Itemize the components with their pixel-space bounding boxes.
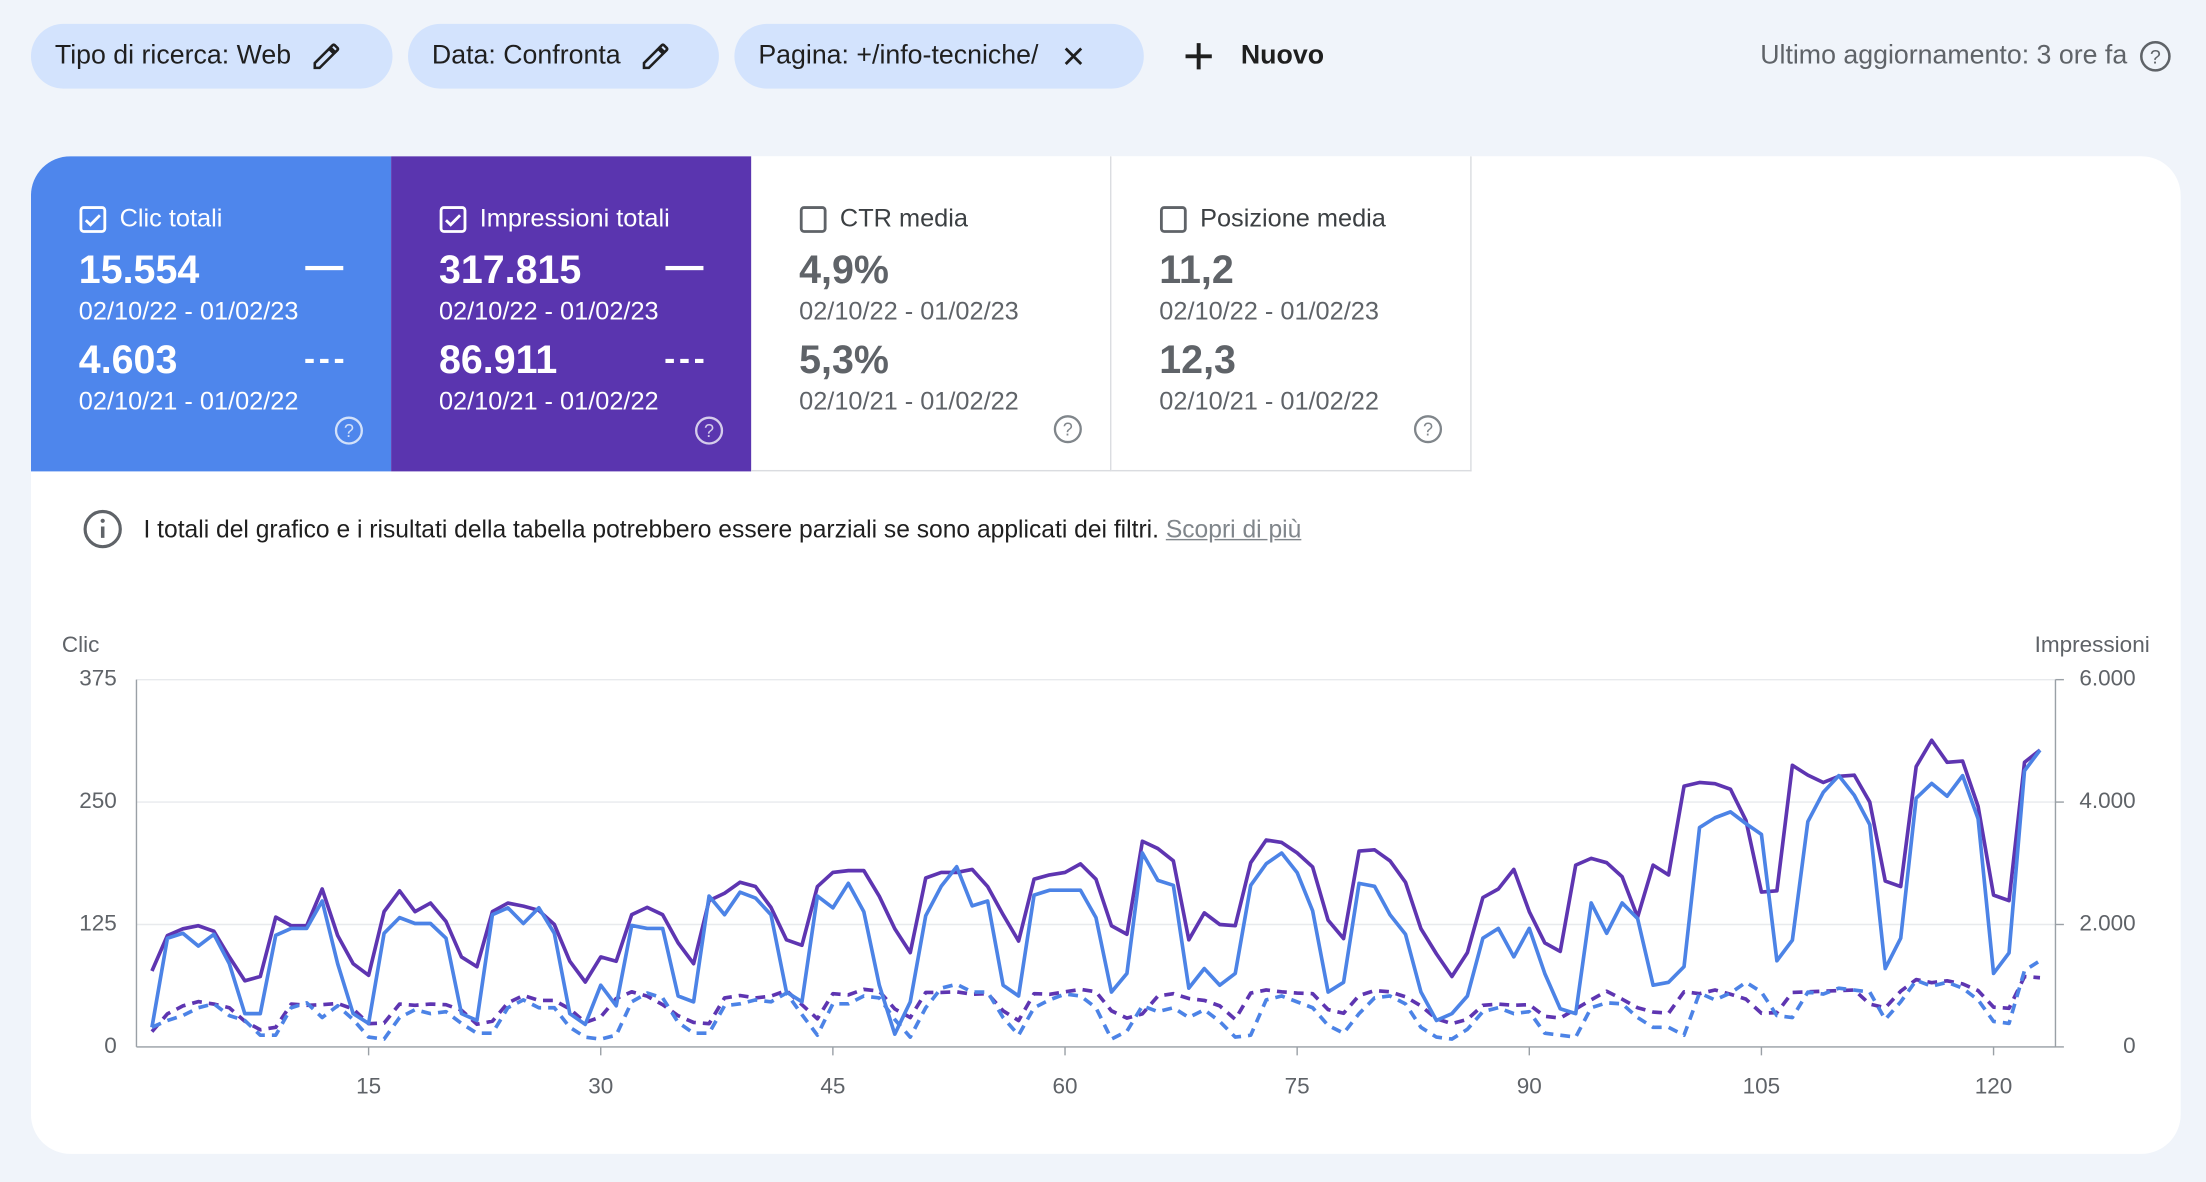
- checkbox[interactable]: [439, 205, 467, 233]
- svg-text:?: ?: [704, 421, 714, 441]
- previous-value: 12,3: [1159, 337, 1236, 382]
- close-icon[interactable]: [1058, 41, 1089, 72]
- series-line: [150, 974, 2041, 1033]
- card-header: Posizione media: [1159, 204, 1470, 234]
- svg-text:?: ?: [1063, 420, 1073, 440]
- y2-axis-label: Impressioni: [2035, 632, 2150, 657]
- x-tick-label: 30: [588, 1074, 613, 1099]
- current-value: 15.554: [78, 247, 200, 292]
- last-update: Ultimo aggiornamento: 3 ore fa ?: [1760, 24, 2172, 89]
- chip-label: Data: Confronta: [431, 40, 621, 71]
- y-tick-label: 125: [79, 910, 117, 935]
- card-header: CTR media: [799, 204, 1110, 234]
- current-range: 02/10/22 - 01/02/23: [438, 296, 659, 326]
- card-label: Clic totali: [119, 204, 223, 233]
- current-value: 4,9%: [799, 247, 889, 292]
- y-tick-label: 375: [79, 666, 117, 691]
- metric-card[interactable]: Impressioni totali 317.815 02/10/22 - 01/0…: [391, 156, 752, 472]
- help-icon[interactable]: ?: [1052, 414, 1083, 445]
- help-icon[interactable]: ?: [333, 415, 364, 446]
- filter-chip[interactable]: Pagina: +/info-tecniche/: [734, 23, 1144, 89]
- solid-line-key: [305, 265, 344, 271]
- metric-card[interactable]: Posizione media 11,2 02/10/22 - 01/02/23 12…: [1111, 156, 1472, 472]
- y2-tick-label: 6.000: [2079, 666, 2135, 691]
- series-line: [150, 738, 2042, 984]
- help-icon[interactable]: ?: [2138, 39, 2172, 73]
- current-range: 02/10/22 - 01/02/23: [1159, 296, 1379, 326]
- info-link[interactable]: Scopri di più: [1165, 514, 1302, 543]
- chip-label: Pagina: +/info-tecniche/: [758, 40, 1039, 71]
- previous-range: 02/10/21 - 01/02/22: [1159, 386, 1379, 416]
- svg-text:?: ?: [344, 421, 354, 441]
- card-label: Posizione media: [1200, 204, 1386, 233]
- card-header: Clic totali: [79, 204, 391, 234]
- y2-tick-label: 4.000: [2079, 788, 2135, 813]
- chip-label: Tipo di ricerca: Web: [54, 40, 292, 71]
- performance-panel: Clic totali 15.554 02/10/22 - 01/02/23 4.60…: [30, 156, 2181, 1154]
- edit-icon: [313, 43, 340, 70]
- current-range: 02/10/22 - 01/02/23: [78, 296, 299, 326]
- y2-tick-label: 2.000: [2079, 910, 2135, 935]
- y-axis-label: Clic: [62, 632, 99, 657]
- info-notice: I totali del grafico e i risultati della…: [82, 508, 1302, 550]
- filter-chip[interactable]: Tipo di ricerca: Web: [30, 23, 393, 89]
- series-line: [151, 959, 2041, 1041]
- checkbox[interactable]: [799, 205, 827, 233]
- previous-value: 4.603: [78, 337, 178, 382]
- edit-icon: [642, 43, 669, 70]
- x-tick-label: 45: [820, 1074, 845, 1099]
- x-tick-label: 60: [1053, 1074, 1078, 1099]
- info-text: I totali del grafico e i risultati della…: [143, 514, 1159, 543]
- x-tick-label: 15: [356, 1074, 381, 1099]
- card-label: Impressioni totali: [479, 204, 670, 233]
- y-tick-label: 250: [79, 788, 117, 813]
- solid-line-key: [665, 265, 704, 271]
- previous-value: 86.911: [438, 337, 558, 382]
- current-value: 11,2: [1159, 247, 1234, 292]
- previous-value: 5,3%: [799, 337, 889, 382]
- previous-range: 02/10/21 - 01/02/22: [78, 386, 299, 416]
- x-tick-label: 120: [1975, 1074, 2013, 1099]
- help-icon[interactable]: ?: [694, 415, 725, 446]
- help-icon[interactable]: ?: [1413, 414, 1444, 445]
- checkbox[interactable]: [1159, 205, 1187, 233]
- current-range: 02/10/22 - 01/02/23: [799, 296, 1019, 326]
- new-filter-button[interactable]: Nuovo: [1179, 24, 1324, 89]
- current-value: 317.815: [438, 247, 582, 292]
- x-tick-label: 105: [1743, 1074, 1781, 1099]
- series-line: [150, 749, 2042, 1037]
- metric-card[interactable]: Clic totali 15.554 02/10/22 - 01/02/23 4.60…: [30, 156, 392, 472]
- svg-text:?: ?: [1423, 420, 1433, 440]
- svg-text:?: ?: [2150, 46, 2161, 68]
- dashed-line-key: [305, 358, 344, 364]
- metric-card[interactable]: CTR media 4,9% 02/10/22 - 01/02/23 5,3% 02/1…: [751, 156, 1112, 472]
- filter-chip[interactable]: Data: Confronta: [407, 23, 719, 89]
- y-tick-label: 0: [104, 1033, 117, 1058]
- y2-tick-label: 0: [2123, 1033, 2136, 1058]
- info-icon: [83, 509, 122, 549]
- x-tick-label: 90: [1517, 1074, 1542, 1099]
- dashed-line-key: [665, 358, 704, 364]
- card-header: Impressioni totali: [439, 204, 751, 234]
- last-update-text: Ultimo aggiornamento: 3 ore fa: [1760, 40, 2128, 71]
- x-tick-label: 75: [1285, 1074, 1310, 1099]
- previous-range: 02/10/21 - 01/02/22: [799, 386, 1019, 416]
- button-label: Nuovo: [1240, 40, 1325, 71]
- plus-icon: [1185, 43, 1212, 70]
- card-label: CTR media: [839, 204, 968, 233]
- previous-range: 02/10/21 - 01/02/22: [438, 386, 659, 416]
- checkbox[interactable]: [79, 205, 107, 233]
